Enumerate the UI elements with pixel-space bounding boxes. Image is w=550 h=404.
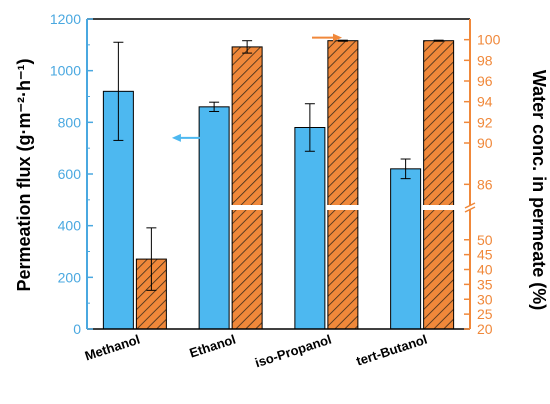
- left-tick-label: 800: [58, 114, 82, 130]
- left-tick-label: 1000: [50, 63, 81, 79]
- right-axis-break-gap: [464, 205, 476, 210]
- category-label: Methanol: [83, 332, 142, 364]
- bars: [102, 39, 455, 330]
- water-conc-bar: [423, 40, 455, 330]
- right-tick-label: 90: [477, 135, 493, 151]
- right-tick-label: 92: [477, 114, 493, 130]
- flux-bar: [294, 127, 326, 330]
- water-conc-bar: [231, 46, 263, 330]
- bar-break-gap: [326, 205, 359, 210]
- left-axis-title: Permeation flux (g·m⁻²·h⁻¹): [14, 58, 34, 291]
- right-tick-label: 86: [477, 176, 493, 192]
- flux-bar: [390, 168, 422, 330]
- right-tick-label: 20: [477, 321, 493, 337]
- right-axis-break-mark: [464, 202, 476, 209]
- flux-bar: [198, 106, 230, 330]
- right-tick-label: 35: [477, 276, 493, 292]
- right-tick-label: 40: [477, 262, 493, 278]
- right-tick-label: 98: [477, 52, 493, 68]
- left-axis-arrow-head: [171, 133, 181, 142]
- bar-break-gap: [422, 205, 455, 210]
- left-tick-label: 600: [58, 166, 82, 182]
- right-tick-label: 45: [477, 247, 493, 263]
- right-axis-title: Water conc. in permeate (%): [529, 70, 549, 310]
- left-tick-label: 400: [58, 218, 82, 234]
- right-tick-label: 100: [477, 32, 501, 48]
- category-label: iso-Propanol: [253, 332, 333, 371]
- bar-break-gap: [231, 205, 264, 210]
- left-tick-label: 1200: [50, 11, 81, 27]
- right-tick-label: 50: [477, 232, 493, 248]
- right-tick-label: 94: [477, 94, 493, 110]
- right-axis-break-mark: [464, 206, 476, 213]
- water-conc-bar: [327, 40, 359, 330]
- category-label: Ethanol: [188, 332, 238, 361]
- category-label: tert-Butanol: [354, 332, 429, 369]
- right-axis-arrow-head: [333, 33, 343, 42]
- left-tick-label: 200: [58, 269, 82, 285]
- left-tick-label: 0: [73, 321, 81, 337]
- right-tick-label: 30: [477, 291, 493, 307]
- right-tick-label: 96: [477, 73, 493, 89]
- right-tick-label: 25: [477, 306, 493, 322]
